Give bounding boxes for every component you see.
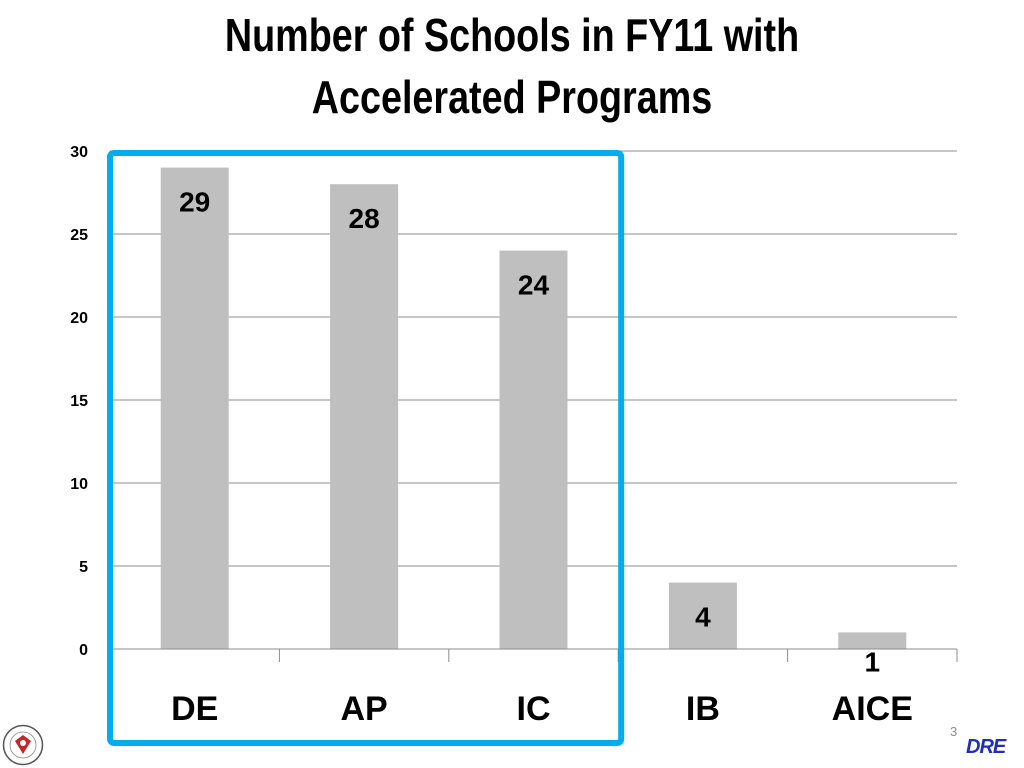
bar-ic [499, 250, 568, 649]
x-category-label: AICE [832, 690, 913, 728]
y-tick-label: 15 [70, 393, 88, 410]
chart-title-line-1: Number of Schools in FY11 with [224, 9, 800, 61]
data-label: 24 [518, 270, 550, 301]
y-tick-label: 5 [79, 559, 88, 576]
data-label: 1 [865, 646, 881, 677]
bar-ap [330, 184, 399, 649]
bar-ib [668, 582, 737, 649]
x-category-label: IB [686, 690, 720, 728]
footer-brand: DRE [966, 736, 1006, 758]
x-category-label: AP [340, 690, 387, 728]
y-tick-label: 20 [70, 310, 88, 327]
bar-aice [838, 632, 907, 649]
bar-de [160, 167, 229, 649]
x-category-label: IC [517, 690, 551, 728]
y-tick-label: 30 [70, 144, 88, 161]
y-tick-label: 0 [79, 642, 88, 659]
data-label: 29 [179, 187, 210, 218]
chart-title-line-2: Accelerated Programs [311, 71, 713, 123]
y-tick-label: 25 [70, 227, 88, 244]
data-label: 4 [695, 602, 711, 633]
y-tick-label: 10 [70, 476, 88, 493]
x-category-label: DE [171, 690, 218, 728]
data-label: 28 [349, 203, 380, 234]
school-district-seal-icon [2, 724, 44, 766]
highlight-box [107, 150, 625, 746]
slide-number: 3 [950, 724, 958, 739]
chart-title: Number of Schools in FY11 with Accelerat… [92, 4, 932, 128]
